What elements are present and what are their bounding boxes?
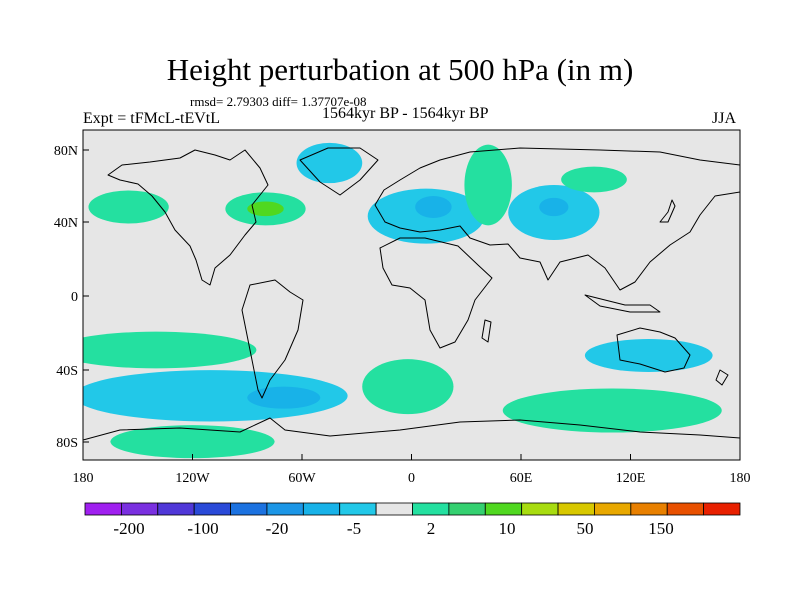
anomaly-south-pacific-negative: [83, 370, 348, 422]
colorbar-swatch: [193, 502, 231, 516]
y-tick-label: 40S: [56, 364, 78, 379]
colorbar-swatch: [594, 502, 632, 516]
x-tick-label: 180: [73, 471, 94, 486]
colorbar-label: 2: [427, 519, 436, 538]
colorbar-swatch: [557, 502, 595, 516]
colorbar-swatch: [412, 502, 450, 516]
x-tick-label: 120W: [175, 471, 210, 486]
colorbar-swatch: [339, 502, 377, 516]
colorbar-swatch: [84, 502, 122, 516]
coast-south-america: [241, 279, 304, 399]
colorbar-swatch: [666, 502, 705, 516]
colorbar-swatch: [230, 502, 268, 516]
plot-title: Height perturbation at 500 hPa (in m): [166, 52, 634, 87]
x-tick-label: 180: [730, 471, 751, 486]
coast-new-zealand: [715, 369, 729, 386]
colorbar-swatch: [521, 502, 559, 516]
colorbar-swatch: [375, 502, 413, 516]
experiment-label: Expt = tFMcL-tEVtL: [83, 110, 221, 127]
coast-indonesia: [584, 294, 661, 313]
colorbar-swatch: [157, 502, 195, 516]
colorbar-label: 10: [499, 519, 516, 538]
y-tick-label: 40N: [54, 216, 78, 231]
period-label: 1564kyr BP - 1564kyr BP: [322, 105, 489, 122]
y-tick-label: 80N: [54, 144, 78, 159]
coast-africa: [379, 237, 493, 349]
colorbar-swatch: [120, 502, 159, 516]
coastlines: [83, 147, 740, 441]
anomaly-southern-ocean-positive: [502, 388, 722, 433]
anomaly-north-america-core: [247, 201, 284, 217]
colorbar-label: -20: [266, 519, 289, 538]
anomaly-west-russia-positive: [464, 144, 512, 226]
season-label: JJA: [712, 110, 737, 127]
colorbar-swatch: [630, 502, 668, 516]
anomaly-europe-core: [415, 196, 452, 218]
colorbar-swatch: [266, 502, 304, 516]
anomaly-layer: [83, 142, 722, 459]
colorbar-label: -5: [347, 519, 361, 538]
anomaly-australia-negative: [584, 339, 713, 372]
y-tick-label: 0: [71, 290, 78, 305]
coast-australia: [616, 327, 691, 373]
anomaly-central-asia-core: [539, 197, 569, 217]
coast-japan: [659, 199, 676, 223]
colorbar-swatch: [703, 502, 741, 516]
anomaly-siberia-positive: [561, 166, 627, 193]
colorbar-swatch: [448, 502, 486, 516]
colorbar: -200 -100 -20 -5 2 10 50 150: [84, 502, 741, 538]
coast-eurasia: [374, 147, 740, 291]
x-tick-label: 120E: [616, 471, 646, 486]
anomaly-south-pacific-core: [247, 386, 321, 409]
colorbar-label: 150: [648, 519, 674, 538]
anomaly-south-atlantic-positive: [362, 359, 454, 415]
x-tick-label: 60E: [510, 471, 533, 486]
coast-antarctica: [83, 417, 740, 441]
y-axis: 80N 40N 0 40S 80S: [54, 144, 89, 451]
coast-greenland: [299, 147, 379, 196]
anomaly-north-pacific-positive: [88, 190, 169, 224]
colorbar-swatch: [302, 502, 341, 516]
y-tick-label: 80S: [56, 436, 78, 451]
stats-label: rmsd= 2.79303 diff= 1.37707e-08: [190, 94, 367, 109]
anomaly-south-pacific-positive: [83, 331, 257, 369]
colorbar-swatch: [484, 502, 523, 516]
anomaly-greenland-negative: [296, 142, 363, 184]
x-tick-label: 60W: [288, 471, 316, 486]
x-tick-label: 0: [408, 471, 415, 486]
coast-madagascar: [481, 319, 492, 343]
colorbar-label: -200: [113, 519, 144, 538]
x-axis: 180 120W 60W 0 60E 120E 180: [73, 454, 751, 486]
coast-north-america: [107, 149, 269, 286]
anomaly-antarctic-positive: [110, 425, 275, 459]
colorbar-label: -100: [187, 519, 218, 538]
colorbar-label: 50: [577, 519, 594, 538]
